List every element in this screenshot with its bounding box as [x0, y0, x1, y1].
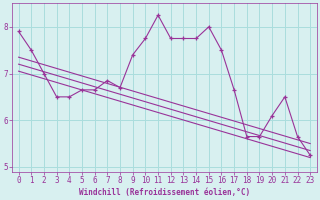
X-axis label: Windchill (Refroidissement éolien,°C): Windchill (Refroidissement éolien,°C) — [79, 188, 250, 197]
